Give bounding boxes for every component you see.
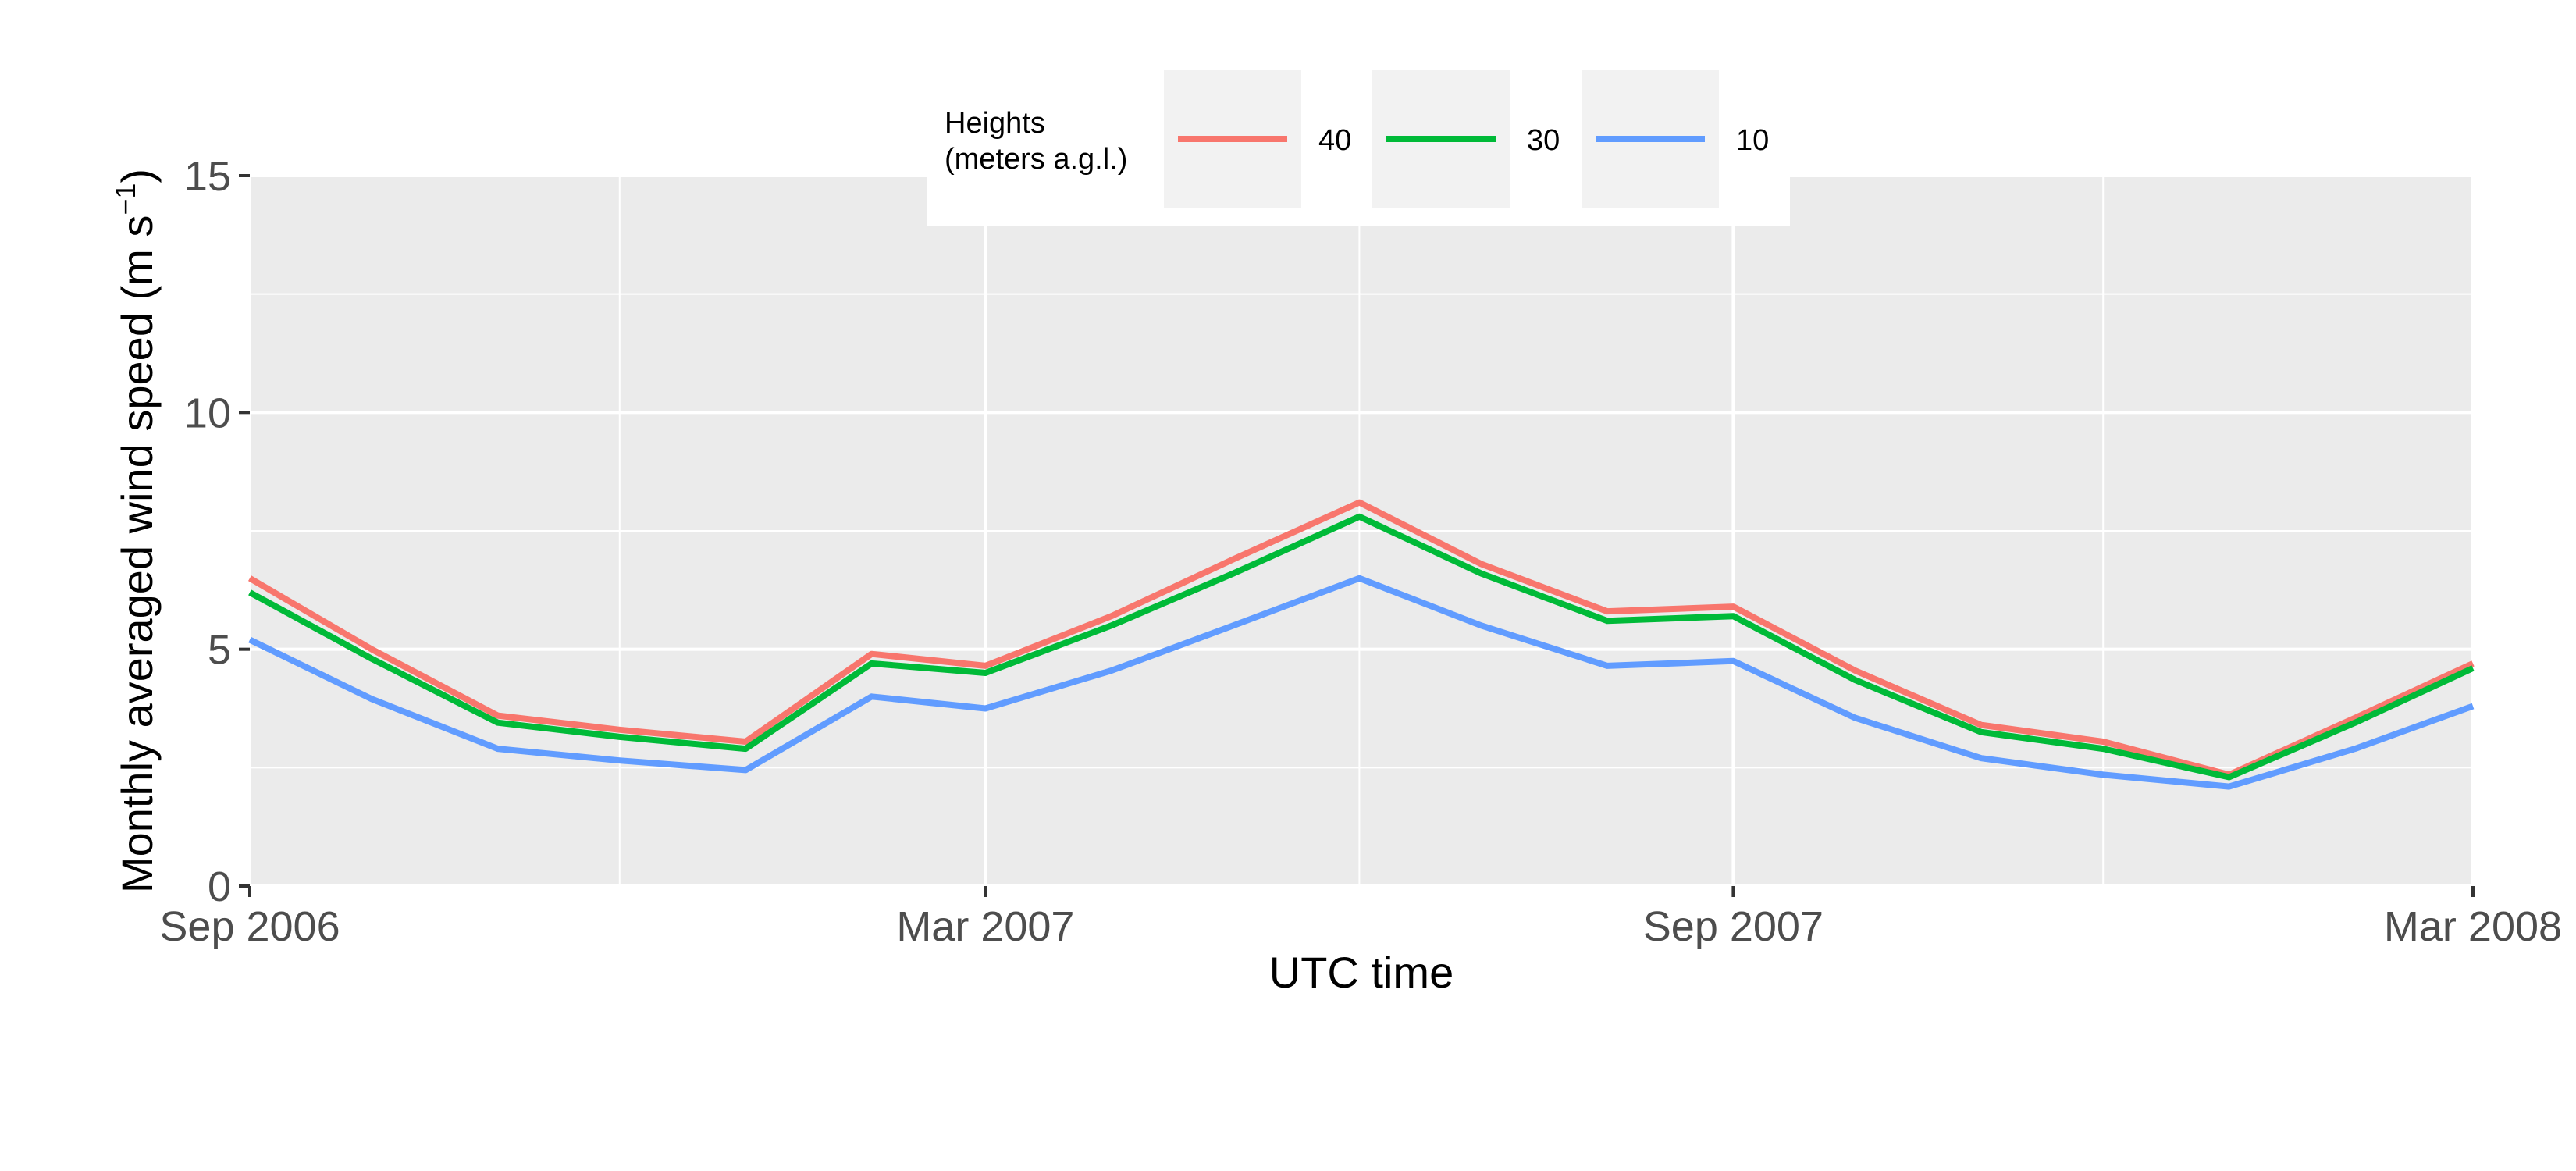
x-tick-label: Sep 2006	[159, 903, 340, 950]
x-tick-labels: Sep 2006 Mar 2007 Sep 2007 Mar 2008	[159, 903, 2562, 950]
legend-items: 40 30 10	[1164, 70, 1769, 208]
series-line-30	[248, 513, 2475, 781]
y-tick-label: 15	[184, 153, 231, 200]
legend-label-30: 30	[1527, 124, 1560, 157]
legend-title-line1: Heights	[945, 107, 1045, 140]
y-axis-title-end: )	[112, 169, 162, 183]
series-line-40	[247, 499, 2475, 778]
y-axis-title: Monthly averaged wind speed (m s−1)	[109, 169, 162, 893]
y-axis-title-superscript: −1	[109, 183, 141, 215]
grid-minor-lines	[250, 176, 2473, 886]
x-tick-label: Mar 2008	[2384, 903, 2562, 950]
y-tick-label: 5	[208, 627, 231, 674]
x-tick-label: Mar 2007	[896, 903, 1074, 950]
y-tick-label: 10	[184, 390, 231, 436]
axis-ticks	[239, 174, 2475, 897]
y-axis-title-text: Monthly averaged wind speed (m s	[112, 215, 162, 893]
legend: Heights (meters a.g.l.) 40 30 10	[927, 67, 1790, 226]
x-tick-label: Sep 2007	[1643, 903, 1823, 950]
y-tick-label: 0	[208, 863, 231, 910]
legend-title: Heights (meters a.g.l.)	[945, 107, 1127, 176]
legend-label-10: 10	[1736, 124, 1769, 157]
legend-label-40: 40	[1318, 124, 1351, 157]
x-axis-title: UTC time	[1269, 948, 1453, 997]
series-lines	[247, 499, 2475, 790]
legend-title-line2: (meters a.g.l.)	[945, 143, 1127, 176]
y-tick-labels: 0 5 10 15	[184, 153, 231, 910]
series-line-10	[248, 575, 2475, 790]
